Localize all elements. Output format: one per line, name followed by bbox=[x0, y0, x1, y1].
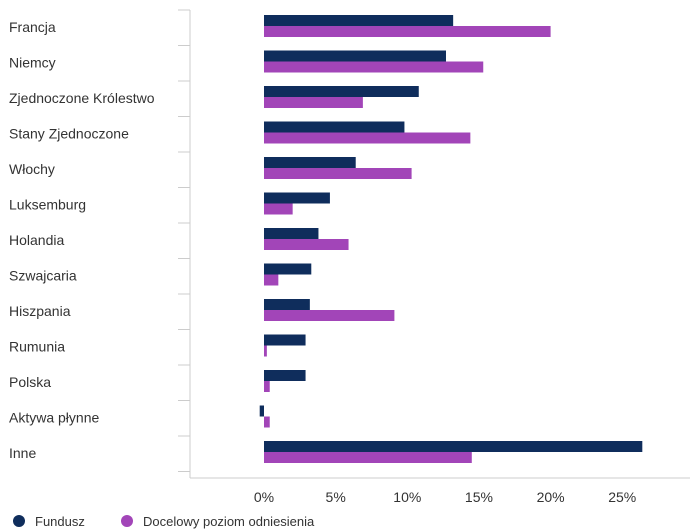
x-tick-label: 5% bbox=[326, 489, 346, 505]
category-label: Hiszpania bbox=[9, 303, 71, 319]
legend-label-docelowy: Docelowy poziom odniesienia bbox=[143, 514, 315, 529]
legend-swatch-fundusz bbox=[13, 515, 25, 527]
bar-docelowy bbox=[264, 26, 551, 37]
bar-docelowy bbox=[264, 132, 471, 144]
bar-docelowy bbox=[264, 452, 472, 463]
category-label: Polska bbox=[9, 374, 51, 390]
bar-docelowy bbox=[264, 239, 349, 250]
legend-label-fundusz: Fundusz bbox=[35, 514, 85, 529]
category-labels: Francja Niemcy Zjednoczone Królestwo Stany … bbox=[9, 19, 155, 461]
bar-fundusz bbox=[264, 263, 312, 275]
category-label: Stany Zjednoczone bbox=[9, 126, 129, 142]
bar-fundusz bbox=[264, 15, 454, 26]
category-label: Holandia bbox=[9, 232, 64, 248]
category-label: Aktywa płynne bbox=[9, 410, 99, 426]
x-tick-label: 0% bbox=[254, 489, 274, 505]
x-tick-label: 25% bbox=[608, 489, 636, 505]
bar-docelowy bbox=[264, 61, 484, 73]
x-tick-label: 15% bbox=[465, 489, 493, 505]
bar-fundusz bbox=[264, 334, 306, 346]
legend-swatch-docelowy bbox=[121, 515, 133, 527]
bar-docelowy bbox=[264, 416, 270, 428]
x-tick-labels: 0% 5% 10% 15% 20% 25% bbox=[254, 489, 636, 505]
legend: Fundusz Docelowy poziom odniesienia bbox=[13, 514, 315, 529]
bar-fundusz bbox=[264, 50, 446, 62]
x-tick-label: 10% bbox=[393, 489, 421, 505]
bar-fundusz bbox=[264, 370, 306, 381]
bar-fundusz bbox=[259, 405, 264, 417]
bar-docelowy bbox=[264, 345, 267, 357]
bar-fundusz bbox=[264, 121, 405, 133]
bar-fundusz bbox=[264, 228, 319, 239]
bars bbox=[259, 15, 643, 463]
bar-docelowy bbox=[264, 97, 363, 108]
bar-fundusz bbox=[264, 441, 643, 452]
bar-docelowy bbox=[264, 381, 270, 392]
bar-fundusz bbox=[264, 299, 310, 310]
category-label: Francja bbox=[9, 19, 56, 35]
x-tick-label: 20% bbox=[537, 489, 565, 505]
bar-docelowy bbox=[264, 168, 412, 179]
category-label: Rumunia bbox=[9, 339, 65, 355]
category-label: Luksemburg bbox=[9, 197, 86, 213]
bar-docelowy bbox=[264, 203, 293, 215]
bar-docelowy bbox=[264, 274, 279, 286]
bar-docelowy bbox=[264, 310, 395, 321]
bar-fundusz bbox=[264, 157, 356, 168]
category-label: Inne bbox=[9, 445, 36, 461]
category-label: Włochy bbox=[9, 161, 55, 177]
bar-fundusz bbox=[264, 192, 330, 204]
category-label: Zjednoczone Królestwo bbox=[9, 90, 155, 106]
axes bbox=[178, 9, 690, 479]
category-label: Szwajcaria bbox=[9, 268, 77, 284]
legend-item-docelowy: Docelowy poziom odniesienia bbox=[121, 514, 315, 529]
category-label: Niemcy bbox=[9, 55, 56, 71]
bar-fundusz bbox=[264, 86, 419, 97]
legend-item-fundusz: Fundusz bbox=[13, 514, 85, 529]
